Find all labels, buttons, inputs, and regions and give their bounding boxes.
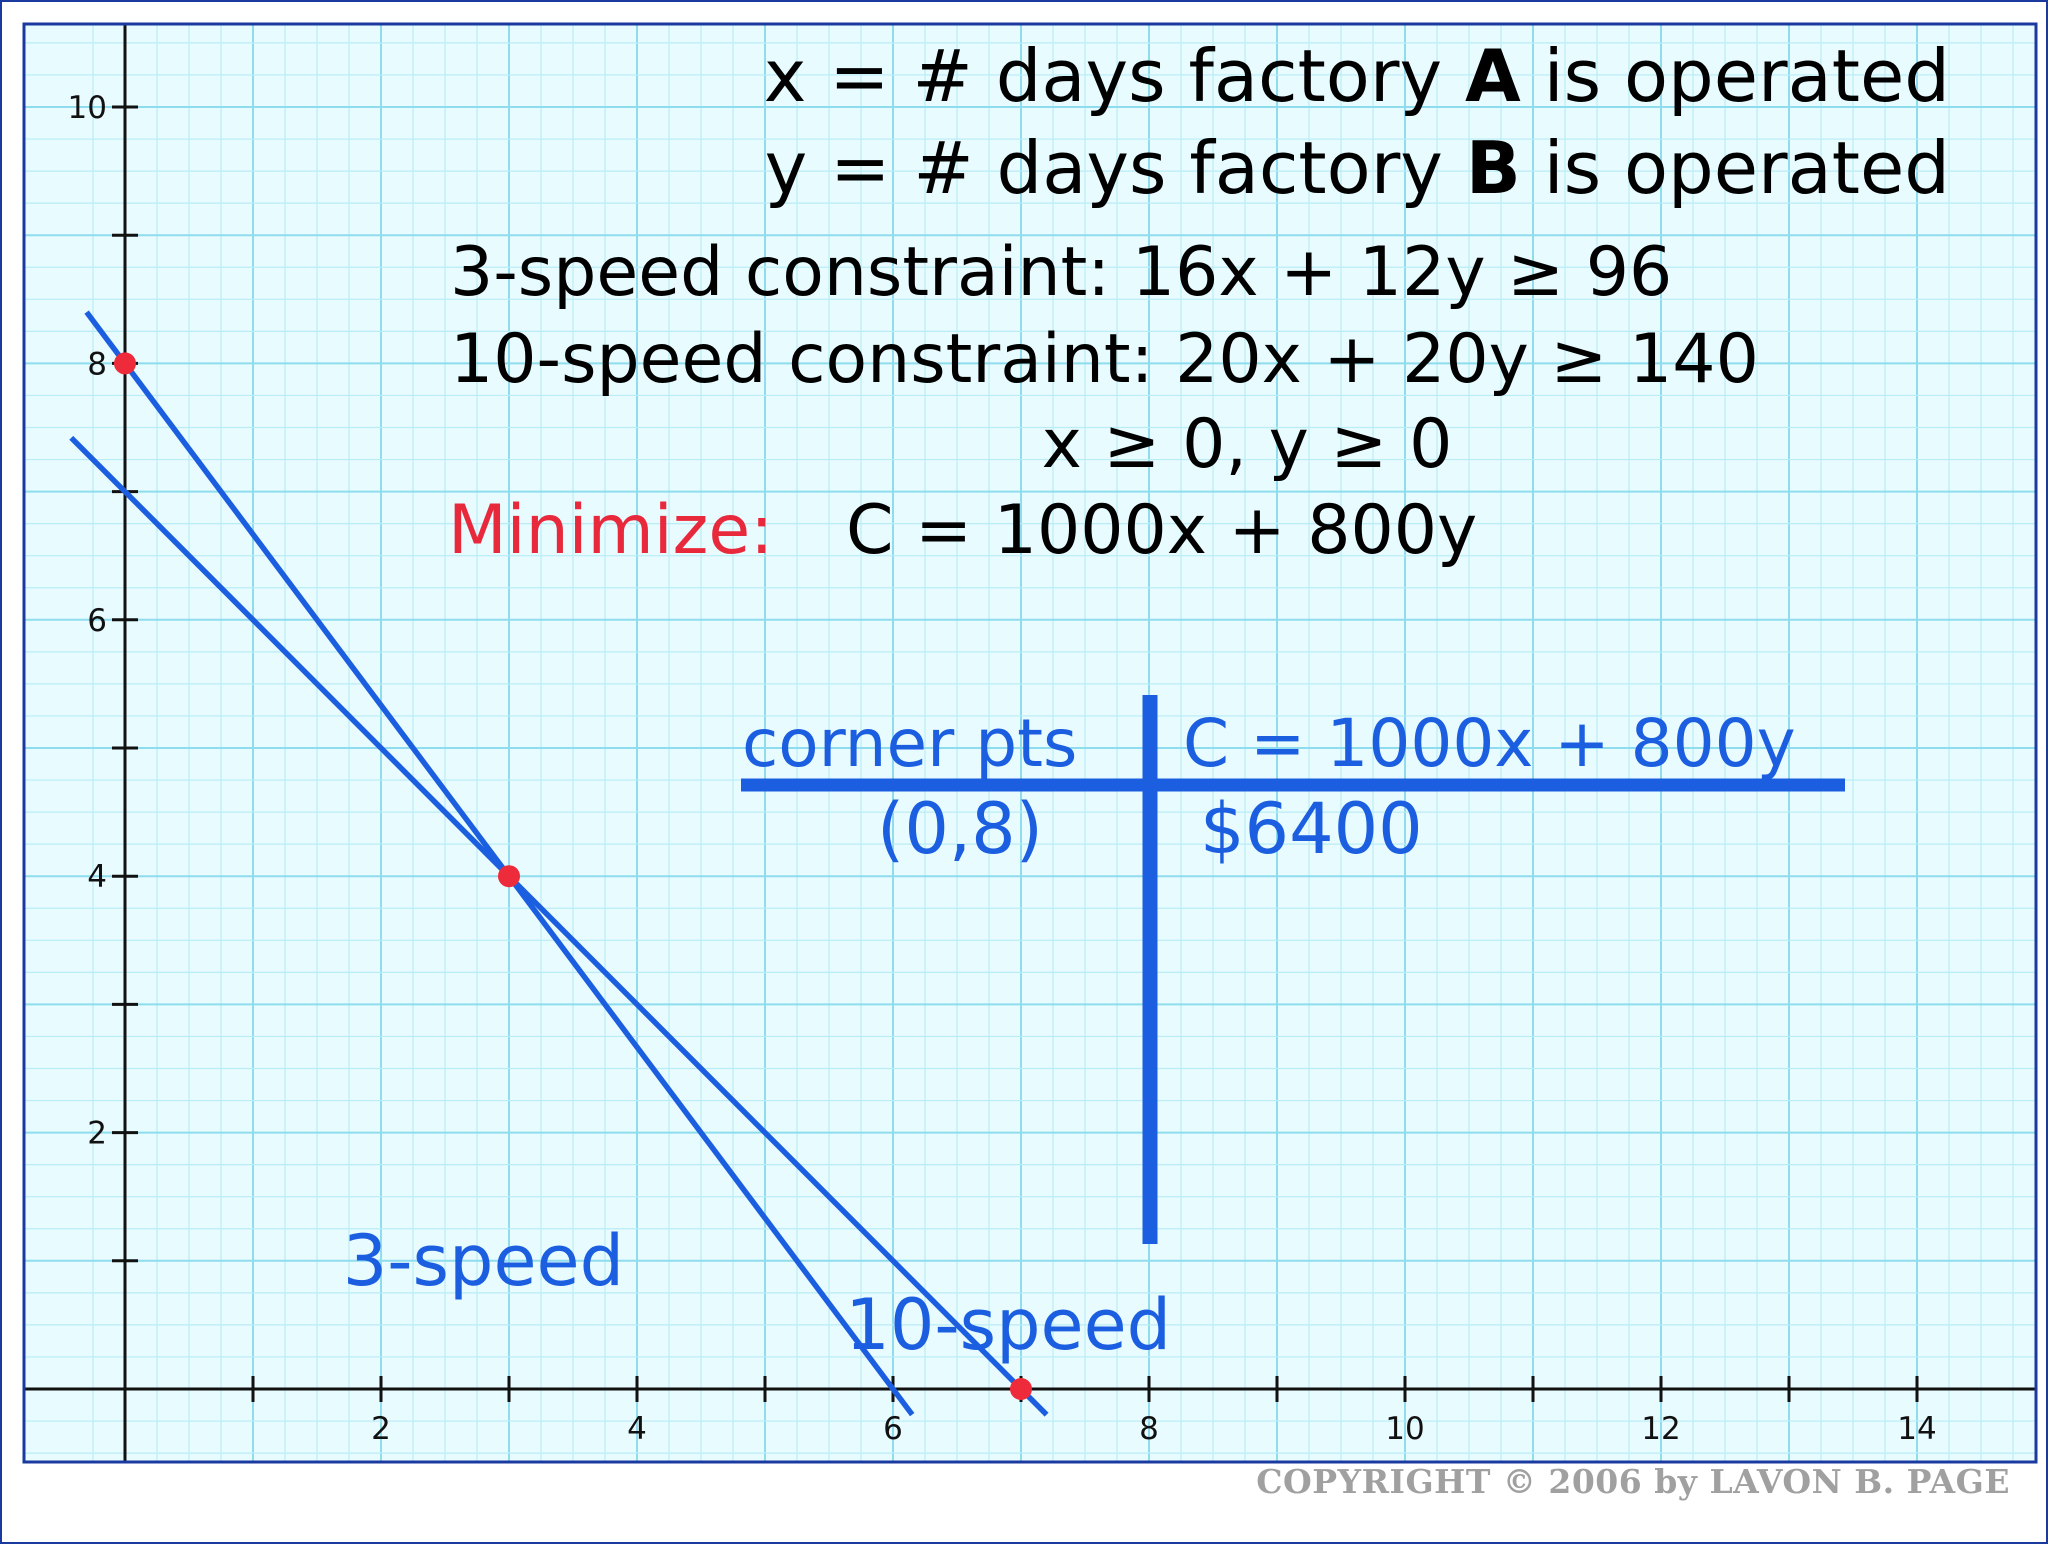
table-row-cost: $6400	[1200, 788, 1423, 870]
y-tick-label: 10	[68, 90, 107, 126]
series-labels: 3-speed 10-speed	[343, 1220, 1171, 1366]
table-row-point: (0,8)	[877, 788, 1043, 870]
objective-expression: C = 1000x + 800y	[846, 491, 1477, 570]
y-tick-label: 6	[87, 603, 107, 639]
grid	[24, 24, 2036, 1462]
x-definition-bold: A	[1465, 34, 1521, 118]
y-tick-label: 8	[87, 346, 107, 382]
corner-point-table: corner pts C = 1000x + 800y (0,8) $6400	[741, 695, 1845, 1244]
series-label: 3-speed	[343, 1220, 624, 1302]
chart-frame	[22, 22, 2038, 1464]
constraint-line	[69, 435, 1049, 1417]
corner-point	[1010, 1378, 1032, 1400]
corner-points	[114, 352, 1032, 1400]
tick-labels: 2 4 6 8 10 12 14 2 4 6 8 10	[68, 90, 1937, 1447]
x-definition: x = # days factory A is operated	[764, 34, 1950, 118]
three-speed-constraint: 3-speed constraint: 16x + 12y ≥ 96	[450, 233, 1672, 312]
corner-point	[114, 352, 136, 375]
y-tick-label: 4	[87, 859, 107, 895]
y-tick-label: 2	[87, 1116, 107, 1152]
x-tick-label: 12	[1641, 1411, 1680, 1447]
y-definition: y = # days factory B is operated	[765, 126, 1950, 210]
constraint-lines	[69, 310, 1049, 1417]
table-header-corner-pts: corner pts	[742, 705, 1077, 782]
ten-speed-constraint: 10-speed constraint: 20x + 20y ≥ 140	[450, 320, 1759, 399]
copyright-notice: COPYRIGHT © 2006 by LAVON B. PAGE	[1256, 1462, 2010, 1501]
x-tick-label: 14	[1897, 1411, 1936, 1447]
series-label: 10-speed	[845, 1284, 1171, 1366]
x-definition-suffix: is operated	[1521, 34, 1950, 118]
x-tick-label: 4	[627, 1411, 647, 1447]
x-tick-label: 6	[883, 1411, 903, 1447]
y-definition-prefix: y = # days factory	[765, 126, 1466, 210]
table-header-cost: C = 1000x + 800y	[1183, 705, 1796, 782]
x-definition-prefix: x = # days factory	[764, 34, 1465, 118]
objective-label: Minimize:	[448, 491, 773, 570]
y-definition-suffix: is operated	[1521, 126, 1950, 210]
y-definition-bold: B	[1466, 126, 1521, 210]
x-tick-label: 2	[371, 1411, 391, 1447]
x-tick-label: 8	[1139, 1411, 1159, 1447]
nonnegativity-constraint: x ≥ 0, y ≥ 0	[1042, 405, 1453, 484]
corner-point	[498, 865, 520, 888]
plot-background	[24, 24, 2036, 1462]
x-tick-label: 10	[1385, 1411, 1424, 1447]
